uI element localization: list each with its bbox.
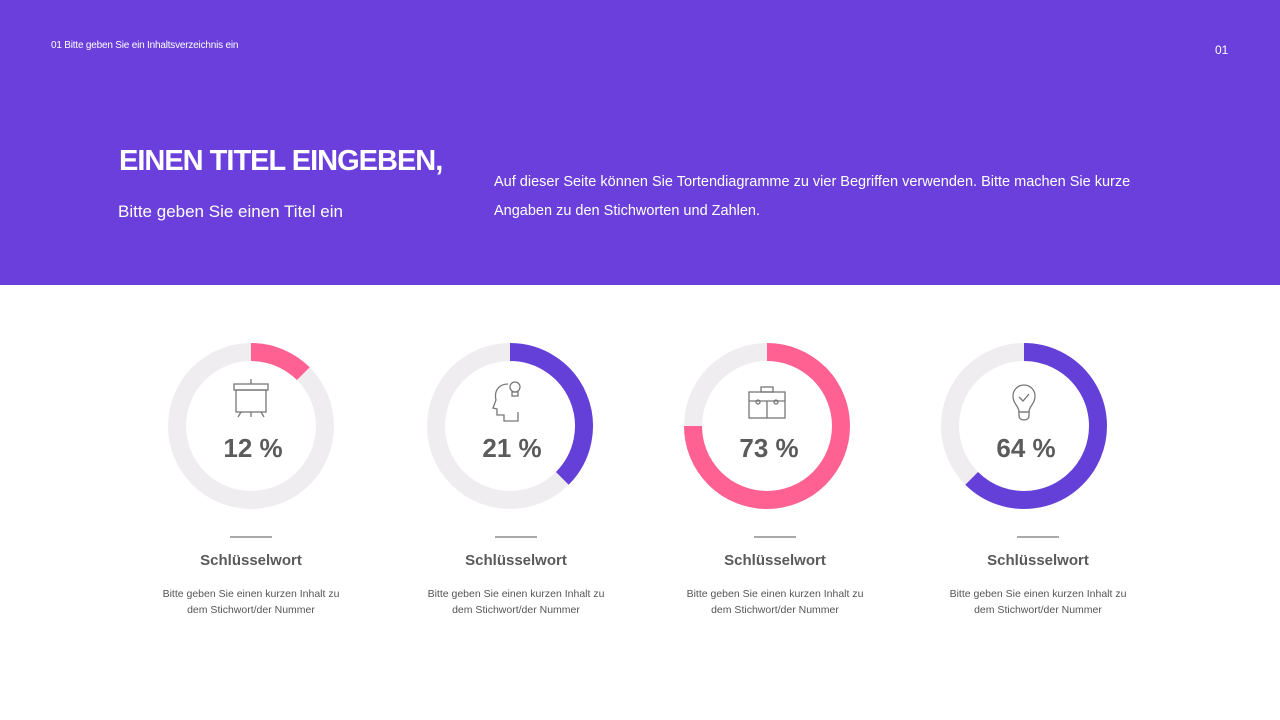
divider [1017, 536, 1059, 538]
percent-label: 21 % [482, 433, 541, 463]
donut-slice [684, 343, 850, 509]
head-lightbulb-icon [492, 381, 521, 422]
card: Schlüsselwort Bitte geben Sie einen kurze… [908, 520, 1168, 618]
header-banner: 01 Bitte geben Sie ein Inhaltsverzeichni… [0, 0, 1280, 285]
card: Schlüsselwort Bitte geben Sie einen kurze… [645, 520, 905, 618]
donut-charts: 12 % 21 % 73 % 64 % [168, 343, 1107, 509]
briefcase-icon [748, 386, 786, 419]
card-keyword: Schlüsselwort [987, 552, 1089, 569]
toc-label: 01 Bitte geben Sie ein Inhaltsverzeichni… [51, 40, 239, 51]
divider [230, 536, 272, 538]
card-keyword: Schlüsselwort [724, 552, 826, 569]
page-number: 01 [1215, 43, 1229, 57]
lightbulb-check-icon [1012, 384, 1036, 421]
card: Schlüsselwort Bitte geben Sie einen kurze… [386, 520, 646, 618]
divider [495, 536, 537, 538]
donut-slice [509, 343, 593, 485]
donut-chart: 21 % [427, 343, 593, 509]
card-keyword: Schlüsselwort [200, 552, 302, 569]
donut-track [168, 343, 334, 509]
page-subtitle: Bitte geben Sie einen Titel ein [118, 202, 343, 221]
donut-chart: 12 % [168, 343, 334, 509]
card-text: Bitte geben Sie einen kurzen Inhalt zu d… [686, 588, 864, 616]
percent-label: 64 % [996, 433, 1055, 463]
donut-slice [250, 343, 310, 381]
percent-label: 73 % [739, 433, 798, 463]
card-text: Bitte geben Sie einen kurzen Inhalt zu d… [949, 588, 1127, 616]
card-text: Bitte geben Sie einen kurzen Inhalt zu d… [162, 588, 340, 616]
divider [754, 536, 796, 538]
presentation-board-icon [233, 379, 269, 418]
card-keyword: Schlüsselwort [465, 552, 567, 569]
card: Schlüsselwort Bitte geben Sie einen kurze… [121, 520, 381, 618]
donut-chart: 64 % [941, 343, 1107, 509]
page-description: Auf dieser Seite können Sie Tortendiagra… [494, 174, 1131, 219]
percent-label: 12 % [223, 433, 282, 463]
donut-chart: 73 % [684, 343, 850, 509]
page-title: EINEN TITEL EINGEBEN, [119, 145, 443, 177]
card-text: Bitte geben Sie einen kurzen Inhalt zu d… [427, 588, 605, 616]
donut-slice [965, 343, 1107, 509]
